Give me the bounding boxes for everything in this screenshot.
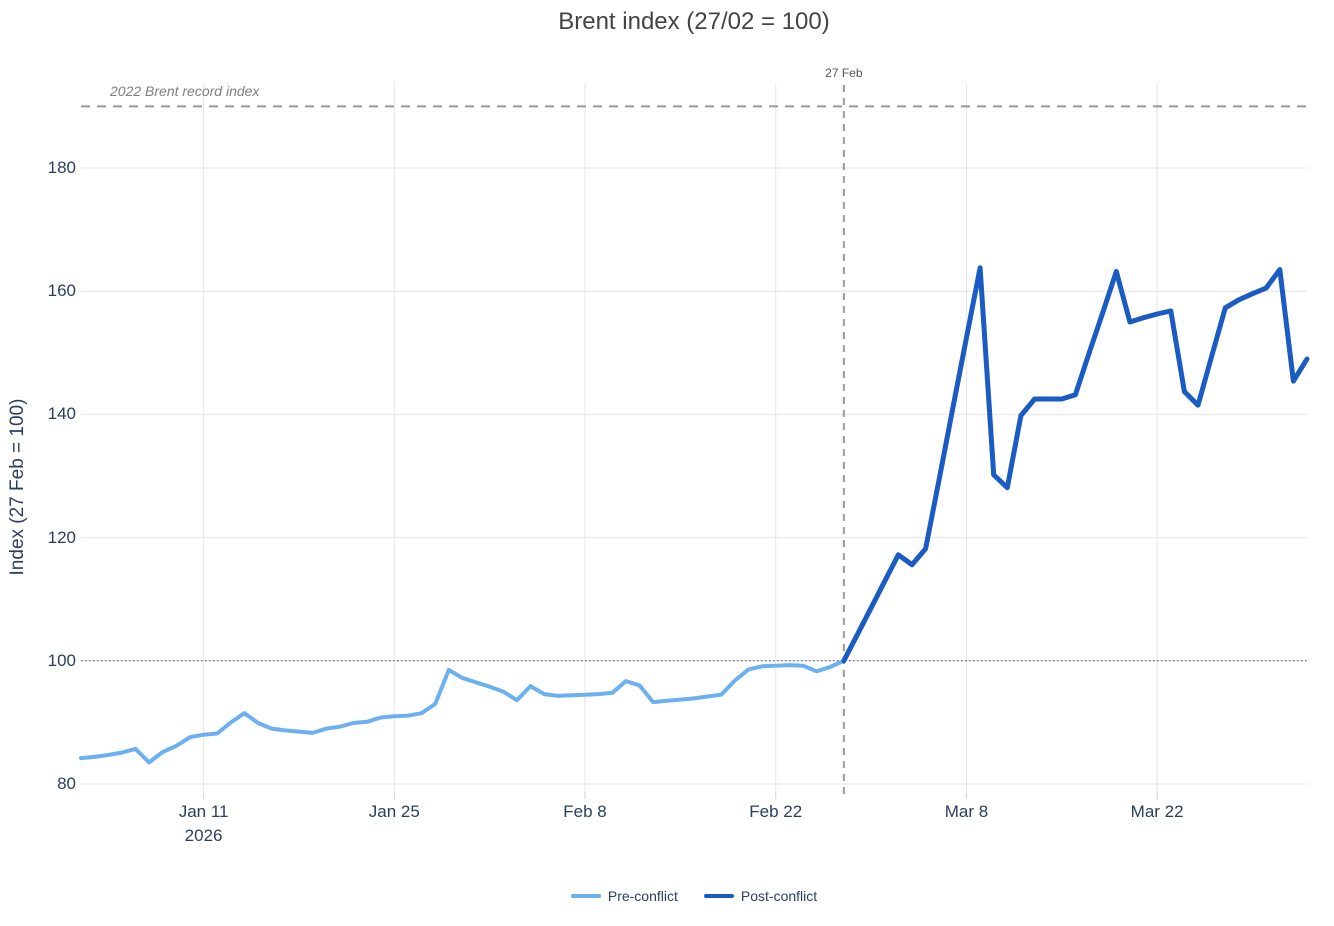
legend-line-swatch bbox=[703, 894, 734, 898]
event-line-label: 27 Feb bbox=[825, 66, 863, 80]
legend-label: Pre-conflict bbox=[607, 888, 678, 904]
x-tick-label: Feb 22 bbox=[749, 802, 803, 821]
record-line-label: 2022 Brent record index bbox=[110, 83, 260, 99]
legend-item-pre-conflict[interactable]: Pre-conflict bbox=[570, 888, 678, 904]
x-tick-year-label: 2026 bbox=[184, 826, 223, 845]
x-tick-label: Jan 11 2026 bbox=[179, 800, 229, 848]
x-tick-label: Feb 8 bbox=[563, 802, 607, 821]
pre-conflict-line bbox=[79, 658, 846, 765]
x-tick-label: Jan 25 bbox=[368, 802, 420, 821]
legend-label: Post-conflict bbox=[740, 888, 818, 904]
y-tick-label: 80 bbox=[57, 774, 76, 793]
y-axis-title: Index (27 Feb = 100) bbox=[7, 398, 28, 576]
plot-area[interactable] bbox=[81, 83, 1307, 792]
legend: Pre-conflict Post-conflict bbox=[81, 888, 1307, 904]
legend-line-swatch bbox=[570, 894, 601, 898]
chart-title: Brent index (27/02 = 100) bbox=[558, 8, 830, 35]
x-tick-label: Mar 8 bbox=[944, 802, 989, 821]
y-tick-label: 160 bbox=[47, 281, 76, 301]
post-conflict-line bbox=[841, 265, 1310, 664]
y-tick-label: 180 bbox=[47, 158, 76, 177]
y-tick-label: 120 bbox=[47, 527, 76, 547]
y-tick-label: 100 bbox=[47, 650, 76, 670]
legend-item-post-conflict[interactable]: Post-conflict bbox=[703, 888, 818, 904]
y-tick-label: 140 bbox=[47, 404, 76, 424]
x-tick-label: Mar 22 bbox=[1130, 802, 1184, 821]
